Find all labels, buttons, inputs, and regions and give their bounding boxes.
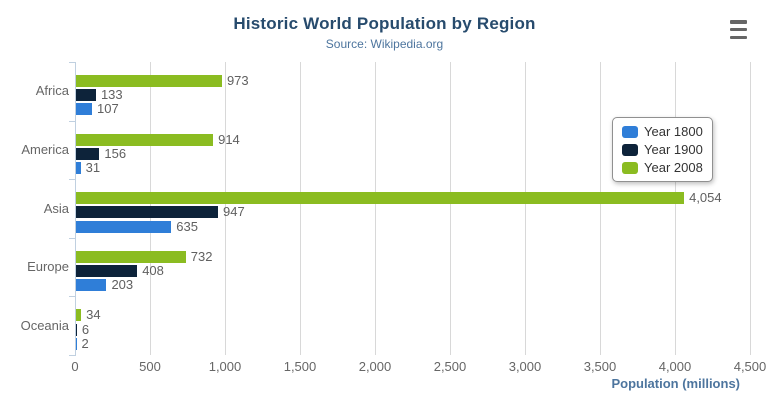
legend-item-year-2008[interactable]: Year 2008	[622, 160, 703, 175]
data-label: 34	[86, 307, 101, 323]
chart-subtitle: Source: Wikipedia.org	[325, 37, 444, 51]
data-label: 2	[81, 335, 89, 351]
category-label: Oceania	[20, 317, 69, 333]
data-label: 203	[111, 277, 134, 293]
data-label: 31	[85, 160, 101, 175]
x-axis-tick-label: 3,000	[508, 359, 542, 374]
legend: Year 1800 Year 1900 Year 2008	[612, 117, 713, 182]
x-axis-title: Population (millions)	[611, 376, 740, 391]
data-label: 133	[100, 87, 123, 103]
data-label: 107	[97, 101, 119, 117]
gridline	[750, 62, 751, 355]
gridline	[600, 62, 601, 355]
data-label: 914	[218, 131, 240, 147]
bar-asia-year-2008[interactable]	[76, 192, 685, 205]
legend-swatch-year-2008	[622, 161, 638, 174]
data-label: 408	[142, 263, 164, 278]
category-label: Asia	[43, 200, 69, 216]
data-label: 6	[81, 321, 90, 337]
bar-oceania-year-1900[interactable]	[76, 323, 77, 336]
y-axis-tick	[69, 355, 75, 356]
bar-america-year-2008[interactable]	[76, 133, 214, 146]
y-axis-tick	[69, 237, 75, 239]
chart-title: Historic World Population by Region	[233, 14, 536, 33]
gridline	[525, 62, 526, 355]
data-label: 4,054	[689, 190, 722, 206]
category-label: America	[21, 141, 69, 157]
legend-swatch-year-1900	[622, 143, 638, 156]
y-axis-tick	[69, 62, 75, 63]
bar-europe-year-1900[interactable]	[76, 265, 138, 277]
bar-asia-year-1900[interactable]	[76, 206, 219, 219]
x-axis-tick-label: 0	[71, 359, 79, 374]
legend-swatch-year-1800	[622, 125, 638, 138]
data-label: 635	[176, 218, 198, 234]
hamburger-menu-icon	[730, 27, 747, 32]
x-axis-tick-label: 1,000	[208, 359, 242, 374]
bar-america-year-1800[interactable]	[76, 162, 81, 174]
export-menu-button[interactable]	[730, 20, 752, 39]
legend-item-year-1800[interactable]: Year 1800	[622, 124, 703, 139]
hamburger-menu-icon	[730, 20, 747, 24]
bar-africa-year-1800[interactable]	[76, 103, 93, 116]
x-axis-tick-label: 500	[139, 359, 161, 374]
category-label: Europe	[27, 259, 69, 275]
x-axis-tick-label: 4,000	[658, 359, 692, 374]
legend-label-year-1800: Year 1800	[644, 124, 703, 139]
gridline	[300, 62, 301, 355]
gridline	[375, 62, 376, 355]
bar-africa-year-1900[interactable]	[76, 89, 96, 102]
bar-oceania-year-2008[interactable]	[76, 309, 82, 322]
category-label: Africa	[35, 83, 69, 99]
legend-label-year-1900: Year 1900	[644, 142, 703, 157]
bar-europe-year-2008[interactable]	[76, 250, 186, 263]
bar-asia-year-1800[interactable]	[76, 220, 172, 233]
gridline	[225, 62, 226, 355]
y-axis-line	[75, 62, 76, 356]
y-axis-tick	[69, 179, 75, 181]
gridline	[675, 62, 676, 355]
x-axis-tick-label: 2,500	[433, 359, 467, 374]
data-label: 732	[190, 248, 213, 264]
x-axis-tick-label: 3,500	[583, 359, 617, 374]
x-axis-tick-label: 2,000	[358, 359, 392, 374]
gridline	[450, 62, 451, 355]
data-label: 156	[104, 145, 127, 161]
hamburger-menu-icon	[730, 35, 747, 39]
bar-oceania-year-1800[interactable]	[76, 337, 77, 350]
bar-africa-year-2008[interactable]	[76, 75, 222, 87]
y-axis-tick	[69, 296, 75, 298]
bar-europe-year-1800[interactable]	[76, 279, 107, 292]
bar-america-year-1900[interactable]	[76, 147, 100, 160]
y-axis-tick	[69, 120, 75, 122]
x-axis-tick-label: 4,500	[733, 359, 767, 374]
data-label: 973	[226, 73, 249, 88]
data-label: 947	[223, 204, 245, 220]
legend-label-year-2008: Year 2008	[644, 160, 703, 175]
x-axis-tick-label: 1,500	[283, 359, 317, 374]
legend-item-year-1900[interactable]: Year 1900	[622, 142, 703, 157]
